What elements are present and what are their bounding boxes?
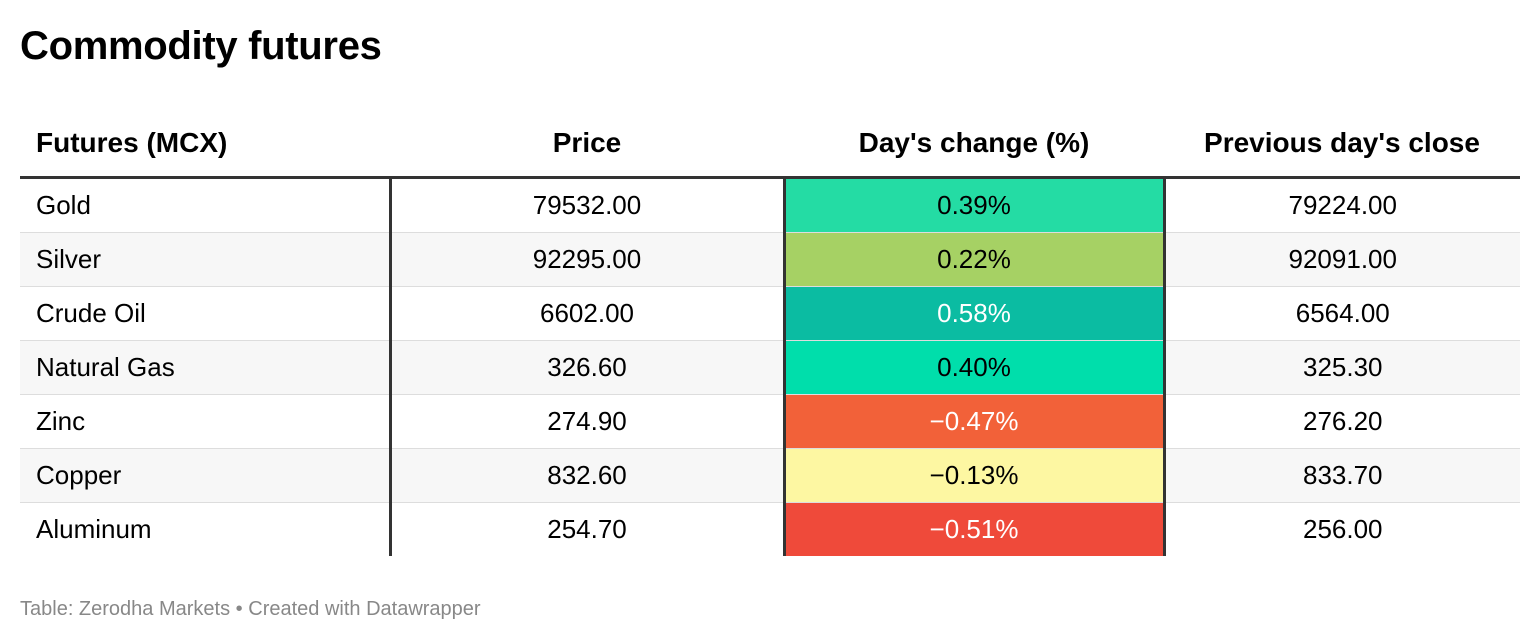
cell-previous-close: 79224.00 [1164, 177, 1520, 233]
cell-price: 92295.00 [390, 232, 786, 287]
cell-commodity-name: Zinc [20, 394, 392, 449]
cell-day-change: 0.22% [784, 232, 1166, 287]
cell-price: 6602.00 [390, 286, 786, 341]
cell-previous-close: 6564.00 [1164, 286, 1520, 341]
cell-commodity-name: Crude Oil [20, 286, 392, 341]
cell-previous-close: 92091.00 [1164, 232, 1520, 287]
column-header-prev-close[interactable]: Previous day's close [1164, 110, 1520, 179]
table-row: Aluminum 254.70 −0.51% 256.00 [20, 502, 1520, 556]
column-header-change[interactable]: Day's change (%) [784, 110, 1164, 179]
table-row: Crude Oil 6602.00 0.58% 6564.00 [20, 286, 1520, 341]
column-header-futures[interactable]: Futures (MCX) [20, 110, 390, 179]
cell-commodity-name: Silver [20, 232, 392, 287]
cell-commodity-name: Gold [20, 177, 392, 233]
table-row: Natural Gas 326.60 0.40% 325.30 [20, 340, 1520, 395]
cell-price: 254.70 [390, 502, 786, 556]
footer: Table: Zerodha Markets • Created with Da… [20, 598, 481, 621]
cell-price: 832.60 [390, 448, 786, 503]
table-header-row: Futures (MCX) Price Day's change (%) Pre… [20, 110, 1520, 179]
cell-previous-close: 833.70 [1164, 448, 1520, 503]
cell-price: 326.60 [390, 340, 786, 395]
cell-day-change: −0.51% [784, 502, 1166, 556]
cell-day-change: −0.13% [784, 448, 1166, 503]
cell-previous-close: 325.30 [1164, 340, 1520, 395]
cell-commodity-name: Aluminum [20, 502, 392, 556]
cell-previous-close: 276.20 [1164, 394, 1520, 449]
cell-day-change: 0.39% [784, 177, 1166, 233]
table-row: Gold 79532.00 0.39% 79224.00 [20, 177, 1520, 233]
source-text: Table: Zerodha Markets [20, 598, 231, 620]
credit-text: Created with Datawrapper [248, 598, 481, 620]
cell-day-change: 0.40% [784, 340, 1166, 395]
cell-day-change: 0.58% [784, 286, 1166, 341]
cell-previous-close: 256.00 [1302, 514, 1383, 544]
cell-price: 274.90 [390, 394, 786, 449]
cell-commodity-name: Natural Gas [20, 340, 392, 395]
cell-commodity-name: Copper [20, 448, 392, 503]
commodity-table: Futures (MCX) Price Day's change (%) Pre… [20, 110, 1520, 556]
cell-price: 79532.00 [390, 177, 786, 233]
chart-title: Commodity futures [20, 24, 382, 68]
cell-day-change: −0.47% [784, 394, 1166, 449]
footer-separator: • [235, 598, 243, 620]
table-row: Copper 832.60 −0.13% 833.70 [20, 448, 1520, 503]
table-body: Gold 79532.00 0.39% 79224.00 Silver 92295.00 0… [20, 177, 1520, 556]
column-header-price[interactable]: Price [390, 110, 784, 179]
table-row: Zinc 274.90 −0.47% 276.20 [20, 394, 1520, 449]
data-table: Futures (MCX) Price Day's change (%) Pre… [20, 110, 1520, 556]
table-row: Silver 92295.00 0.22% 92091.00 [20, 232, 1520, 287]
